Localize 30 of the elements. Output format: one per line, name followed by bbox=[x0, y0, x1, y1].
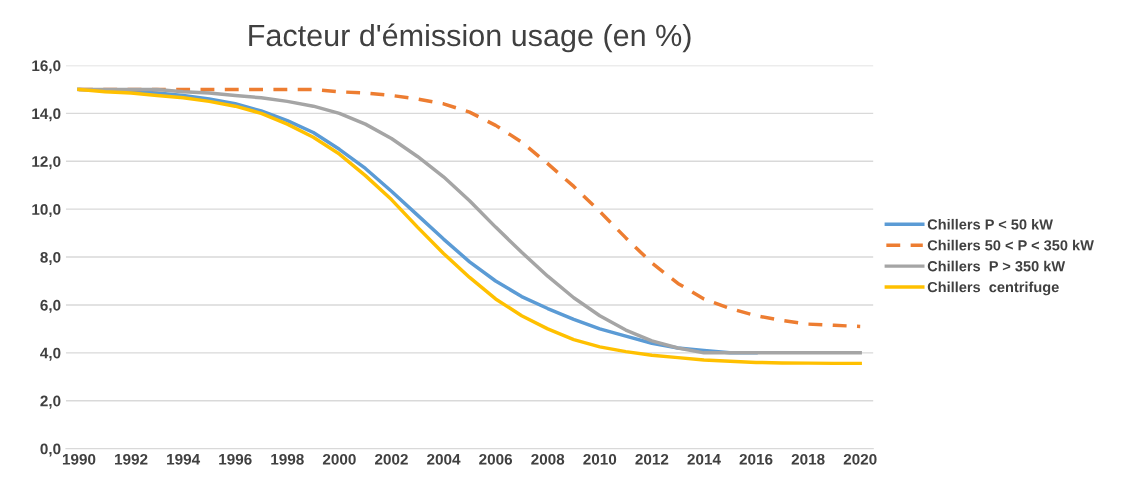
legend-label: Chillers P > 350 kW bbox=[927, 260, 1066, 272]
x-tick-label: 1998 bbox=[271, 453, 304, 465]
y-tick-label: 6,0 bbox=[40, 299, 61, 313]
x-tick-label: 2018 bbox=[791, 453, 825, 465]
x-tick-label: 2004 bbox=[427, 453, 461, 465]
y-tick-label: 4,0 bbox=[40, 347, 61, 361]
x-tick-label: 1990 bbox=[62, 453, 96, 465]
x-tick-label: 2010 bbox=[583, 453, 617, 465]
legend-label: Chillers centrifuge bbox=[927, 281, 1059, 296]
x-tick-label: 2002 bbox=[375, 453, 408, 465]
x-tick-label: 2006 bbox=[479, 453, 513, 465]
x-tick-label: 1996 bbox=[219, 453, 252, 465]
x-tick-label: 1994 bbox=[167, 453, 201, 465]
y-tick-label: 2,0 bbox=[40, 395, 61, 409]
x-tick-label: 1992 bbox=[115, 453, 148, 465]
y-tick-label: 16,0 bbox=[32, 60, 61, 74]
y-tick-label: 8,0 bbox=[40, 251, 61, 265]
x-tick-label: 2000 bbox=[322, 453, 356, 465]
x-tick-label: 2016 bbox=[739, 453, 773, 465]
x-tick-label: 2008 bbox=[531, 453, 565, 465]
chart-title: Facteur d'émission usage (en %) bbox=[249, 23, 691, 53]
x-tick-label: 2012 bbox=[635, 453, 669, 465]
y-tick-label: 10,0 bbox=[32, 204, 61, 218]
legend-label: Chillers P < 50 kW bbox=[927, 218, 1053, 230]
legend-label: Chillers 50 < P < 350 kW bbox=[927, 239, 1094, 251]
x-tick-label: 2014 bbox=[687, 453, 721, 465]
y-tick-label: 14,0 bbox=[32, 108, 61, 122]
y-tick-label: 0,0 bbox=[40, 443, 61, 457]
x-tick-label: 2020 bbox=[843, 453, 877, 465]
y-tick-label: 12,0 bbox=[32, 156, 61, 170]
